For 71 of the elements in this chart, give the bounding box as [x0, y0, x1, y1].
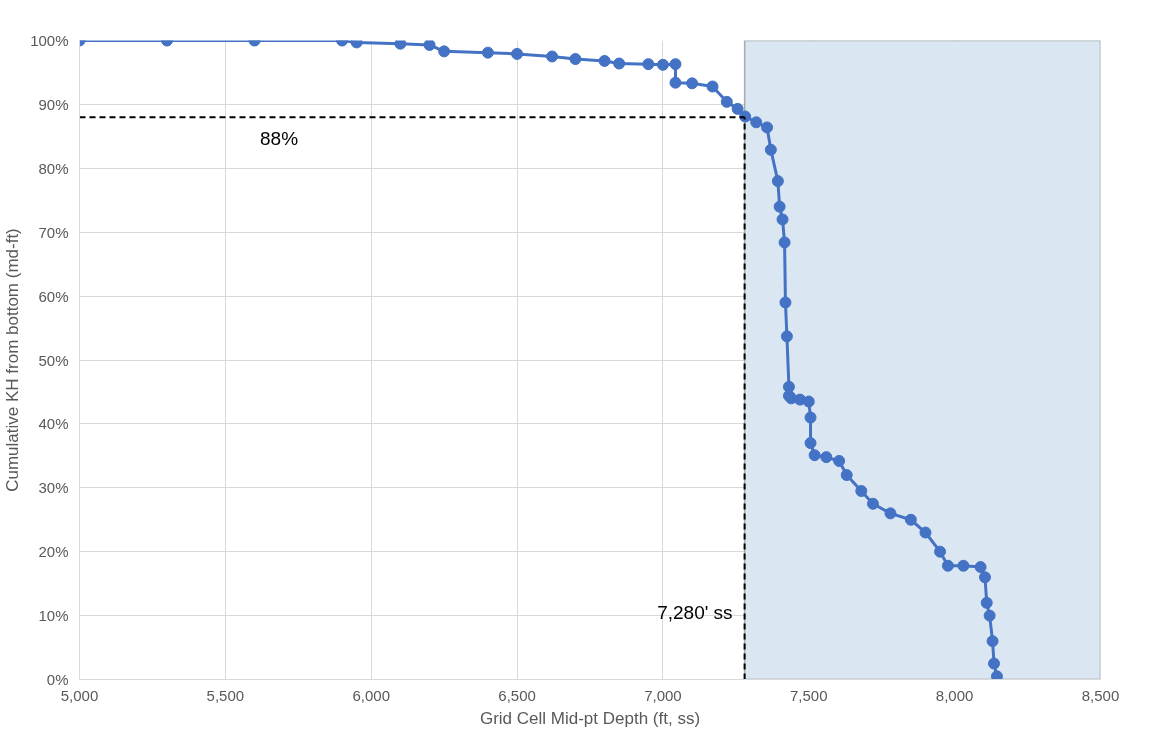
point [773, 200, 786, 213]
point [978, 571, 991, 584]
point [776, 213, 789, 226]
point [569, 53, 582, 66]
x-axis-title: Grid Cell Mid-pt Depth (ft, ss) [479, 708, 701, 728]
y-tick-label: 90% [38, 95, 69, 113]
x-tick-label: 7,000 [644, 686, 682, 704]
x-tick-label: 7,500 [790, 686, 828, 704]
point [761, 121, 774, 134]
point [941, 559, 954, 572]
y-tick-label: 20% [38, 543, 69, 561]
y-tick-label: 70% [38, 223, 69, 241]
ref-line-label: 7,280' ss [657, 602, 733, 624]
point [438, 45, 451, 58]
y-tick-label: 80% [38, 159, 69, 177]
point [804, 437, 817, 450]
point [884, 507, 897, 520]
point [957, 559, 970, 572]
point [613, 57, 626, 70]
x-tick-label: 5,500 [206, 686, 245, 704]
point [546, 50, 559, 63]
point [423, 40, 436, 51]
point [778, 236, 791, 249]
point [686, 77, 699, 90]
point [771, 175, 784, 188]
x-tick-label: 8,000 [935, 686, 974, 704]
point [764, 143, 777, 156]
ref-line-label: 88% [260, 128, 299, 150]
point [990, 670, 1003, 680]
point [934, 545, 947, 558]
point [750, 116, 763, 129]
y-tick-label: 60% [38, 287, 69, 305]
y-axis-title: Cumulative KH from bottom (md-ft) [3, 228, 23, 492]
point [780, 330, 793, 343]
y-tick-label: 30% [38, 479, 69, 497]
point [919, 526, 932, 539]
x-tick-label: 6,500 [498, 686, 536, 704]
point [669, 58, 682, 71]
point [855, 485, 868, 497]
point [802, 395, 815, 408]
x-tick-label: 5,000 [60, 686, 99, 704]
point [511, 47, 524, 60]
y-tick-label: 10% [38, 607, 69, 625]
point [656, 58, 669, 71]
point [904, 513, 917, 526]
point [866, 497, 879, 510]
point [840, 469, 853, 482]
y-tick-label: 40% [38, 415, 69, 433]
point [598, 54, 611, 67]
point [669, 76, 682, 89]
point [820, 451, 833, 464]
point [642, 58, 655, 71]
point [833, 454, 846, 467]
point [706, 80, 719, 93]
point [988, 657, 1001, 670]
point [808, 449, 821, 462]
y-tick-label: 100% [30, 32, 69, 49]
y-tick-label: 50% [38, 351, 69, 369]
point [986, 635, 999, 648]
point [983, 609, 996, 622]
point [394, 40, 407, 50]
y-tick-label: 0% [46, 671, 69, 688]
point [731, 102, 744, 115]
point [720, 95, 733, 108]
x-tick-label: 8,500 [1081, 686, 1120, 704]
point [481, 46, 494, 59]
point [779, 296, 792, 309]
x-tick-label: 6,000 [352, 686, 390, 704]
point [804, 411, 817, 424]
point [980, 596, 993, 609]
point [974, 561, 987, 574]
